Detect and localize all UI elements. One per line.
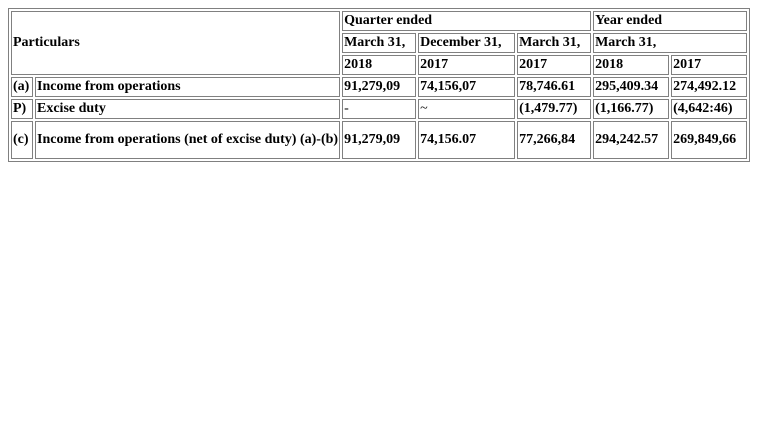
date-header: December 31, xyxy=(418,33,516,53)
row-particular: Income from operations xyxy=(35,77,341,97)
value-cell: 269,849,66 xyxy=(671,121,748,159)
date-header: March 31, xyxy=(593,33,748,53)
value-cell: 74,156,07 xyxy=(418,77,516,97)
value-cell: (4,642:46) xyxy=(671,99,748,119)
year-header: 2018 xyxy=(342,55,417,75)
year-header: 2017 xyxy=(418,55,516,75)
header-row-periods: Particulars Quarter ended Year ended xyxy=(11,11,748,75)
date-header: March 31, xyxy=(342,33,417,53)
value-cell: 74,156.07 xyxy=(418,121,516,159)
value-cell: ~ xyxy=(418,99,516,119)
financial-table: Particulars Quarter ended Year ended Mar… xyxy=(8,8,751,162)
date-header: March 31, xyxy=(517,33,592,53)
value-cell: 78,746.61 xyxy=(517,77,592,97)
year-header: 2017 xyxy=(517,55,592,75)
year-header: 2017 xyxy=(671,55,748,75)
particulars-header: Particulars xyxy=(11,11,341,75)
row-label: (c) xyxy=(11,121,33,159)
header-row-years: 2018 2017 2017 2018 2017 xyxy=(11,55,748,75)
row-particular: Income from operations (net of excise du… xyxy=(35,121,341,159)
value-cell: 295,409.34 xyxy=(593,77,670,97)
year-header: 2018 xyxy=(593,55,670,75)
row-label: P) xyxy=(11,99,33,119)
value-cell: 274,492.12 xyxy=(671,77,748,97)
value-cell: (1,479.77) xyxy=(517,99,592,119)
table-row: (a) Income from operations 91,279,09 74,… xyxy=(11,77,748,97)
row-particular: Excise duty xyxy=(35,99,341,119)
table-row: (c) Income from operations (net of excis… xyxy=(11,121,748,159)
value-cell: 77,266,84 xyxy=(517,121,592,159)
header-row-dates: March 31, December 31, March 31, March 3… xyxy=(11,33,748,53)
value-cell: 91,279,09 xyxy=(342,77,417,97)
value-cell: 294,242.57 xyxy=(593,121,670,159)
quarter-ended-header: Quarter ended xyxy=(342,11,592,31)
year-ended-header: Year ended xyxy=(593,11,748,31)
value-cell: 91,279,09 xyxy=(342,121,417,159)
row-label: (a) xyxy=(11,77,33,97)
value-cell: - xyxy=(342,99,417,119)
table-row: P) Excise duty - ~ (1,479.77) (1,166.77)… xyxy=(11,99,748,119)
value-cell: (1,166.77) xyxy=(593,99,670,119)
